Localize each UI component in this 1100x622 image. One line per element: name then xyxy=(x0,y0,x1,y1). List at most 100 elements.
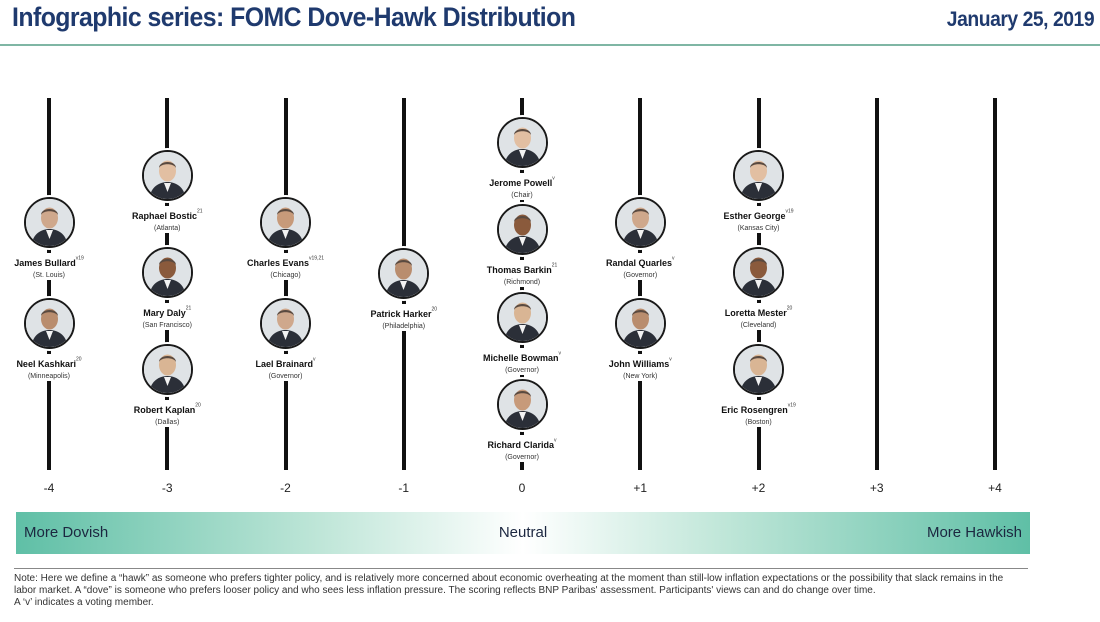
member-voting-superscript: v19 xyxy=(787,402,796,409)
member-region: (Governor) xyxy=(505,454,539,461)
member-region: (Philadelphia) xyxy=(382,323,426,330)
member-label: Lael Brainardv (Governor) xyxy=(252,354,319,381)
member-voting-superscript: 21 xyxy=(196,208,203,215)
member-label: James Bullardv19 (St. Louis) xyxy=(11,253,87,280)
member-name: Patrick Harker xyxy=(370,309,432,319)
member-label: Mary Daly21 (San Francisco) xyxy=(139,303,195,330)
member-portrait xyxy=(23,197,75,248)
member-label: Thomas Barkin21 (Richmond) xyxy=(483,260,561,287)
member-voting-superscript: 21 xyxy=(551,262,558,269)
axis-line xyxy=(283,98,288,470)
member-portrait xyxy=(733,344,784,395)
member-voting-superscript: v19 xyxy=(785,208,794,215)
member-region: (New York) xyxy=(623,373,658,380)
member-voting-superscript: 21 xyxy=(185,305,192,312)
member-portrait xyxy=(496,379,548,430)
member-marker: Loretta Mester20 (Cleveland) xyxy=(699,247,819,332)
member-marker: Richard Claridav (Governor) xyxy=(462,379,582,464)
member-label: Richard Claridav (Governor) xyxy=(484,435,560,462)
member-voting-superscript: v xyxy=(554,437,557,444)
x-tick-label: +4 xyxy=(988,481,1002,495)
x-tick-label: 0 xyxy=(518,481,526,495)
member-region: (Minneapolis) xyxy=(27,373,70,380)
member-region: (St. Louis) xyxy=(33,272,65,279)
member-name: Jerome Powell xyxy=(489,178,553,188)
member-label: Esther Georgev19 (Kansas City) xyxy=(720,206,797,233)
member-marker: Esther Georgev19 (Kansas City) xyxy=(699,150,819,235)
member-label: Jerome Powellv (Chair) xyxy=(486,173,558,200)
member-region: (Kansas City) xyxy=(737,225,780,232)
member-label: Patrick Harker20 (Philadelphia) xyxy=(367,304,441,331)
member-portrait xyxy=(141,247,193,298)
member-name: Charles Evans xyxy=(246,258,310,268)
dove-hawk-scale-bar: More Dovish Neutral More Hawkish xyxy=(16,512,1030,554)
member-region: (Governor) xyxy=(623,272,658,279)
axis-line xyxy=(874,98,879,470)
member-region: (Chair) xyxy=(511,192,533,199)
member-region: (Governor) xyxy=(268,373,303,380)
member-marker: Charles Evansv19,21 (Chicago) xyxy=(226,197,346,282)
member-region: (Cleveland) xyxy=(740,322,777,329)
member-marker: Patrick Harker20 (Philadelphia) xyxy=(344,248,464,333)
x-tick-label: +1 xyxy=(633,481,648,495)
neutral-label: Neutral xyxy=(498,524,548,541)
member-name: Mary Daly xyxy=(143,308,186,318)
member-name: Randal Quarles xyxy=(605,258,673,268)
member-region: (San Francisco) xyxy=(142,322,192,329)
member-portrait xyxy=(23,298,75,349)
x-tick-label: -4 xyxy=(43,481,55,495)
member-voting-superscript: v xyxy=(558,350,562,357)
member-label: Loretta Mester20 (Cleveland) xyxy=(721,303,796,330)
member-marker: Neel Kashkari20 (Minneapolis) xyxy=(0,298,109,383)
member-label: Neel Kashkari20 (Minneapolis) xyxy=(13,354,85,381)
member-marker: Robert Kaplan20 (Dallas) xyxy=(107,344,227,429)
member-name: John Williams xyxy=(608,359,670,369)
member-voting-superscript: v19 xyxy=(75,255,84,262)
member-portrait xyxy=(260,197,311,248)
member-portrait xyxy=(260,298,311,349)
footnote-voting-note: A ‘v’ indicates a voting member. xyxy=(14,597,154,608)
member-portrait xyxy=(733,150,784,201)
member-name: Thomas Barkin xyxy=(486,265,552,275)
member-portrait xyxy=(733,247,784,298)
x-tick-label: -2 xyxy=(280,481,291,495)
member-name: Neel Kashkari xyxy=(16,359,76,369)
member-name: Esther George xyxy=(723,211,786,221)
x-tick-label: +2 xyxy=(751,481,766,495)
member-region: (Governor) xyxy=(505,367,539,374)
member-name: Richard Clarida xyxy=(487,440,555,450)
publication-date: January 25, 2019 xyxy=(946,8,1095,31)
more-dovish-label: More Dovish xyxy=(24,524,109,541)
axis-line xyxy=(993,98,997,470)
member-label: John Williamsv (New York) xyxy=(605,354,675,381)
member-name: Eric Rosengren xyxy=(721,405,788,415)
footnote-divider xyxy=(14,568,1028,569)
member-name: James Bullard xyxy=(14,258,76,268)
member-voting-superscript: v xyxy=(669,356,672,363)
member-marker: Michelle Bowmanv (Governor) xyxy=(462,292,582,377)
member-region: (Atlanta) xyxy=(154,225,181,232)
member-name: Lael Brainard xyxy=(255,359,314,369)
member-marker: Jerome Powellv (Chair) xyxy=(462,117,582,202)
member-portrait xyxy=(614,298,666,349)
member-name: Loretta Mester xyxy=(724,308,787,318)
member-portrait xyxy=(141,344,193,395)
axis-line xyxy=(638,98,643,470)
member-marker: Mary Daly21 (San Francisco) xyxy=(107,247,227,332)
member-portrait xyxy=(496,292,548,343)
member-marker: Lael Brainardv (Governor) xyxy=(226,298,346,383)
member-voting-superscript: v xyxy=(672,255,675,262)
member-voting-superscript: 20 xyxy=(786,305,793,312)
member-label: Eric Rosengrenv19 (Boston) xyxy=(718,400,799,427)
page-title: Infographic series: FOMC Dove-Hawk Distr… xyxy=(12,2,576,32)
member-label: Raphael Bostic21 (Atlanta) xyxy=(128,206,206,233)
member-marker: Thomas Barkin21 (Richmond) xyxy=(462,204,582,289)
header-divider xyxy=(0,44,1100,46)
member-name: Robert Kaplan xyxy=(133,405,196,415)
footnote-text: Note: Here we define a “hawk” as someone… xyxy=(14,573,1004,596)
member-marker: Raphael Bostic21 (Atlanta) xyxy=(107,150,227,235)
member-name: Raphael Bostic xyxy=(131,211,197,221)
x-tick-label: +3 xyxy=(869,481,884,495)
x-tick-label: -3 xyxy=(161,481,173,495)
